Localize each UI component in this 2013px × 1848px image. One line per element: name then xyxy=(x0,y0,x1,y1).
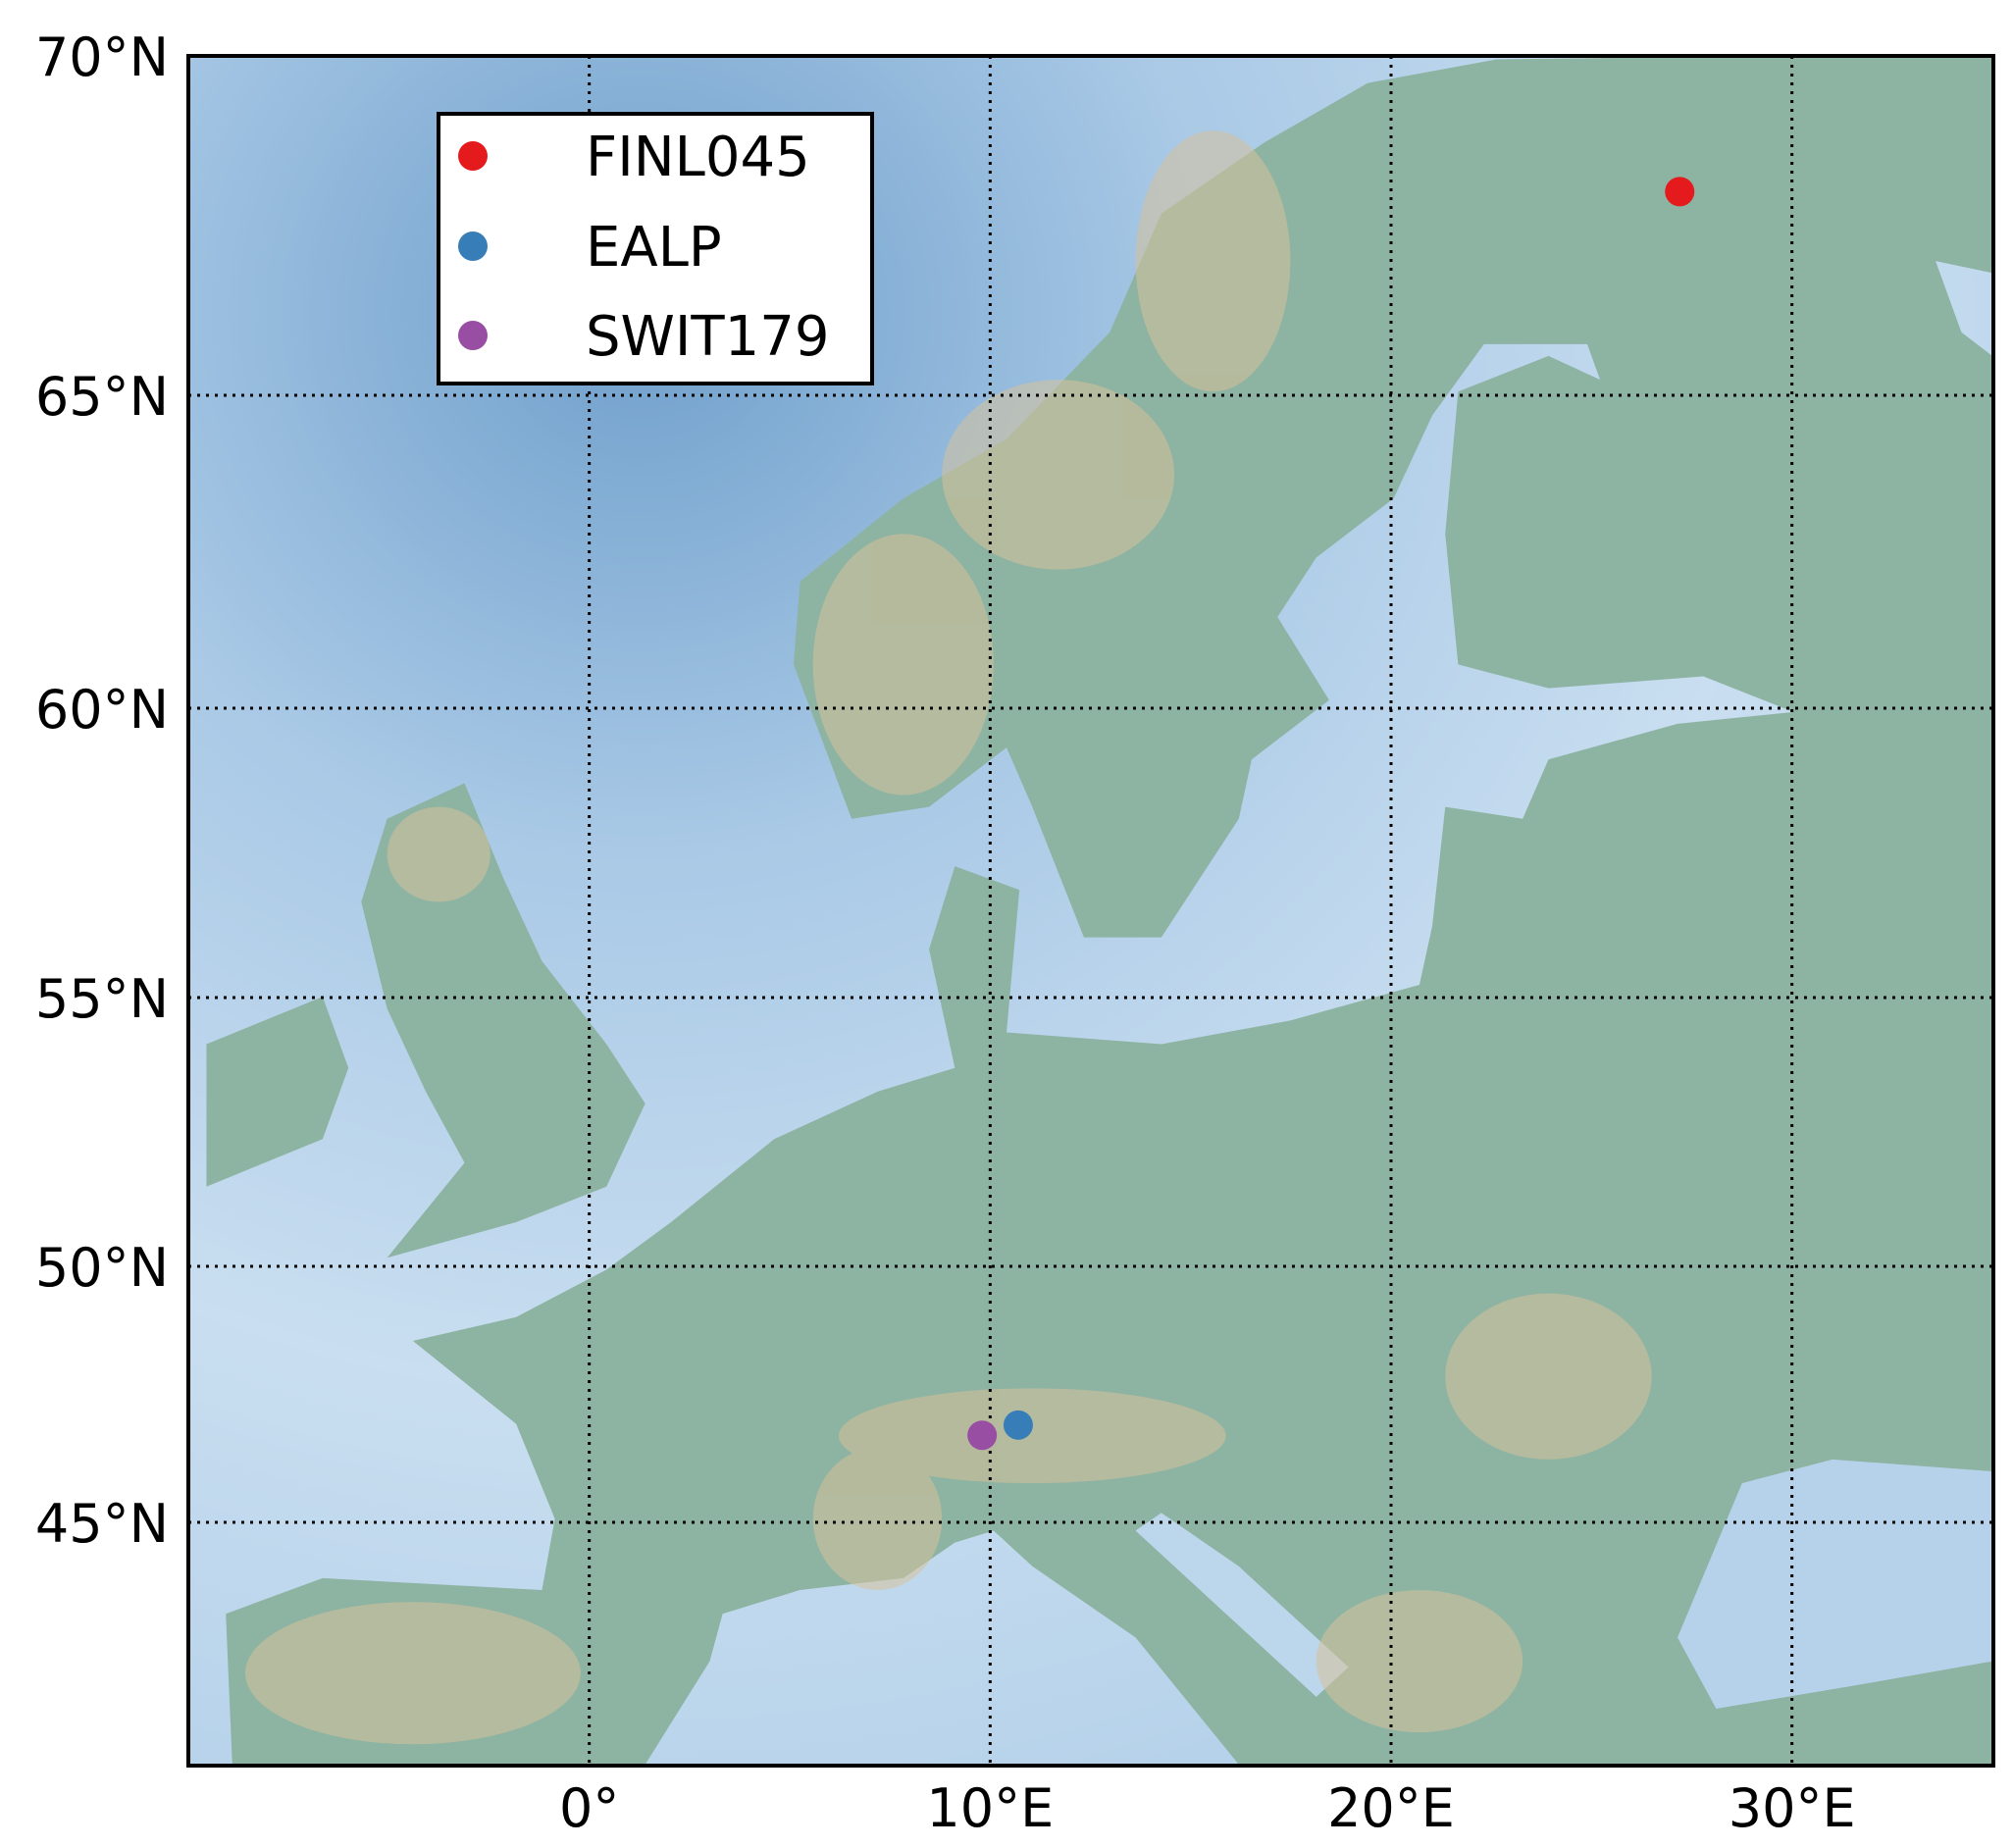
legend-marker-swit179 xyxy=(458,321,488,350)
x-tick-labels: 0° 10°E 20°E 30°E xyxy=(559,1777,1856,1839)
y-tick-label: 55°N xyxy=(35,968,169,1030)
plot-frame xyxy=(186,54,1995,1768)
x-tick-label: 20°E xyxy=(1327,1777,1455,1839)
legend: FINL045 EALP SWIT179 xyxy=(437,112,874,385)
y-tick-label: 50°N xyxy=(35,1237,169,1299)
legend-box xyxy=(437,112,874,385)
x-tick-label: 0° xyxy=(559,1777,619,1839)
mountain-shading xyxy=(244,130,1652,1745)
site-markers xyxy=(967,177,1695,1451)
relief-basemap xyxy=(188,56,1993,1766)
legend-label: SWIT179 xyxy=(586,305,830,369)
site-marker-swit179 xyxy=(967,1420,998,1451)
legend-label: EALP xyxy=(586,216,722,280)
x-tick-label: 30°E xyxy=(1729,1777,1856,1839)
legend-marker-finl045 xyxy=(458,141,488,171)
site-marker-finl045 xyxy=(1665,177,1695,207)
x-tick-label: 10°E xyxy=(926,1777,1054,1839)
land-great-britain xyxy=(361,783,645,1258)
y-tick-labels: 70°N 65°N 60°N 55°N 50°N 45°N xyxy=(35,26,169,1555)
y-tick-label: 70°N xyxy=(35,26,169,88)
y-tick-label: 60°N xyxy=(35,679,169,741)
legend-marker-ealp xyxy=(458,231,488,261)
site-marker-ealp xyxy=(1003,1410,1033,1440)
y-tick-label: 45°N xyxy=(35,1493,169,1555)
adriatic-sea xyxy=(1135,1513,1349,1697)
legend-label: FINL045 xyxy=(586,126,810,189)
y-tick-label: 65°N xyxy=(35,366,169,428)
land-ireland xyxy=(206,997,349,1187)
